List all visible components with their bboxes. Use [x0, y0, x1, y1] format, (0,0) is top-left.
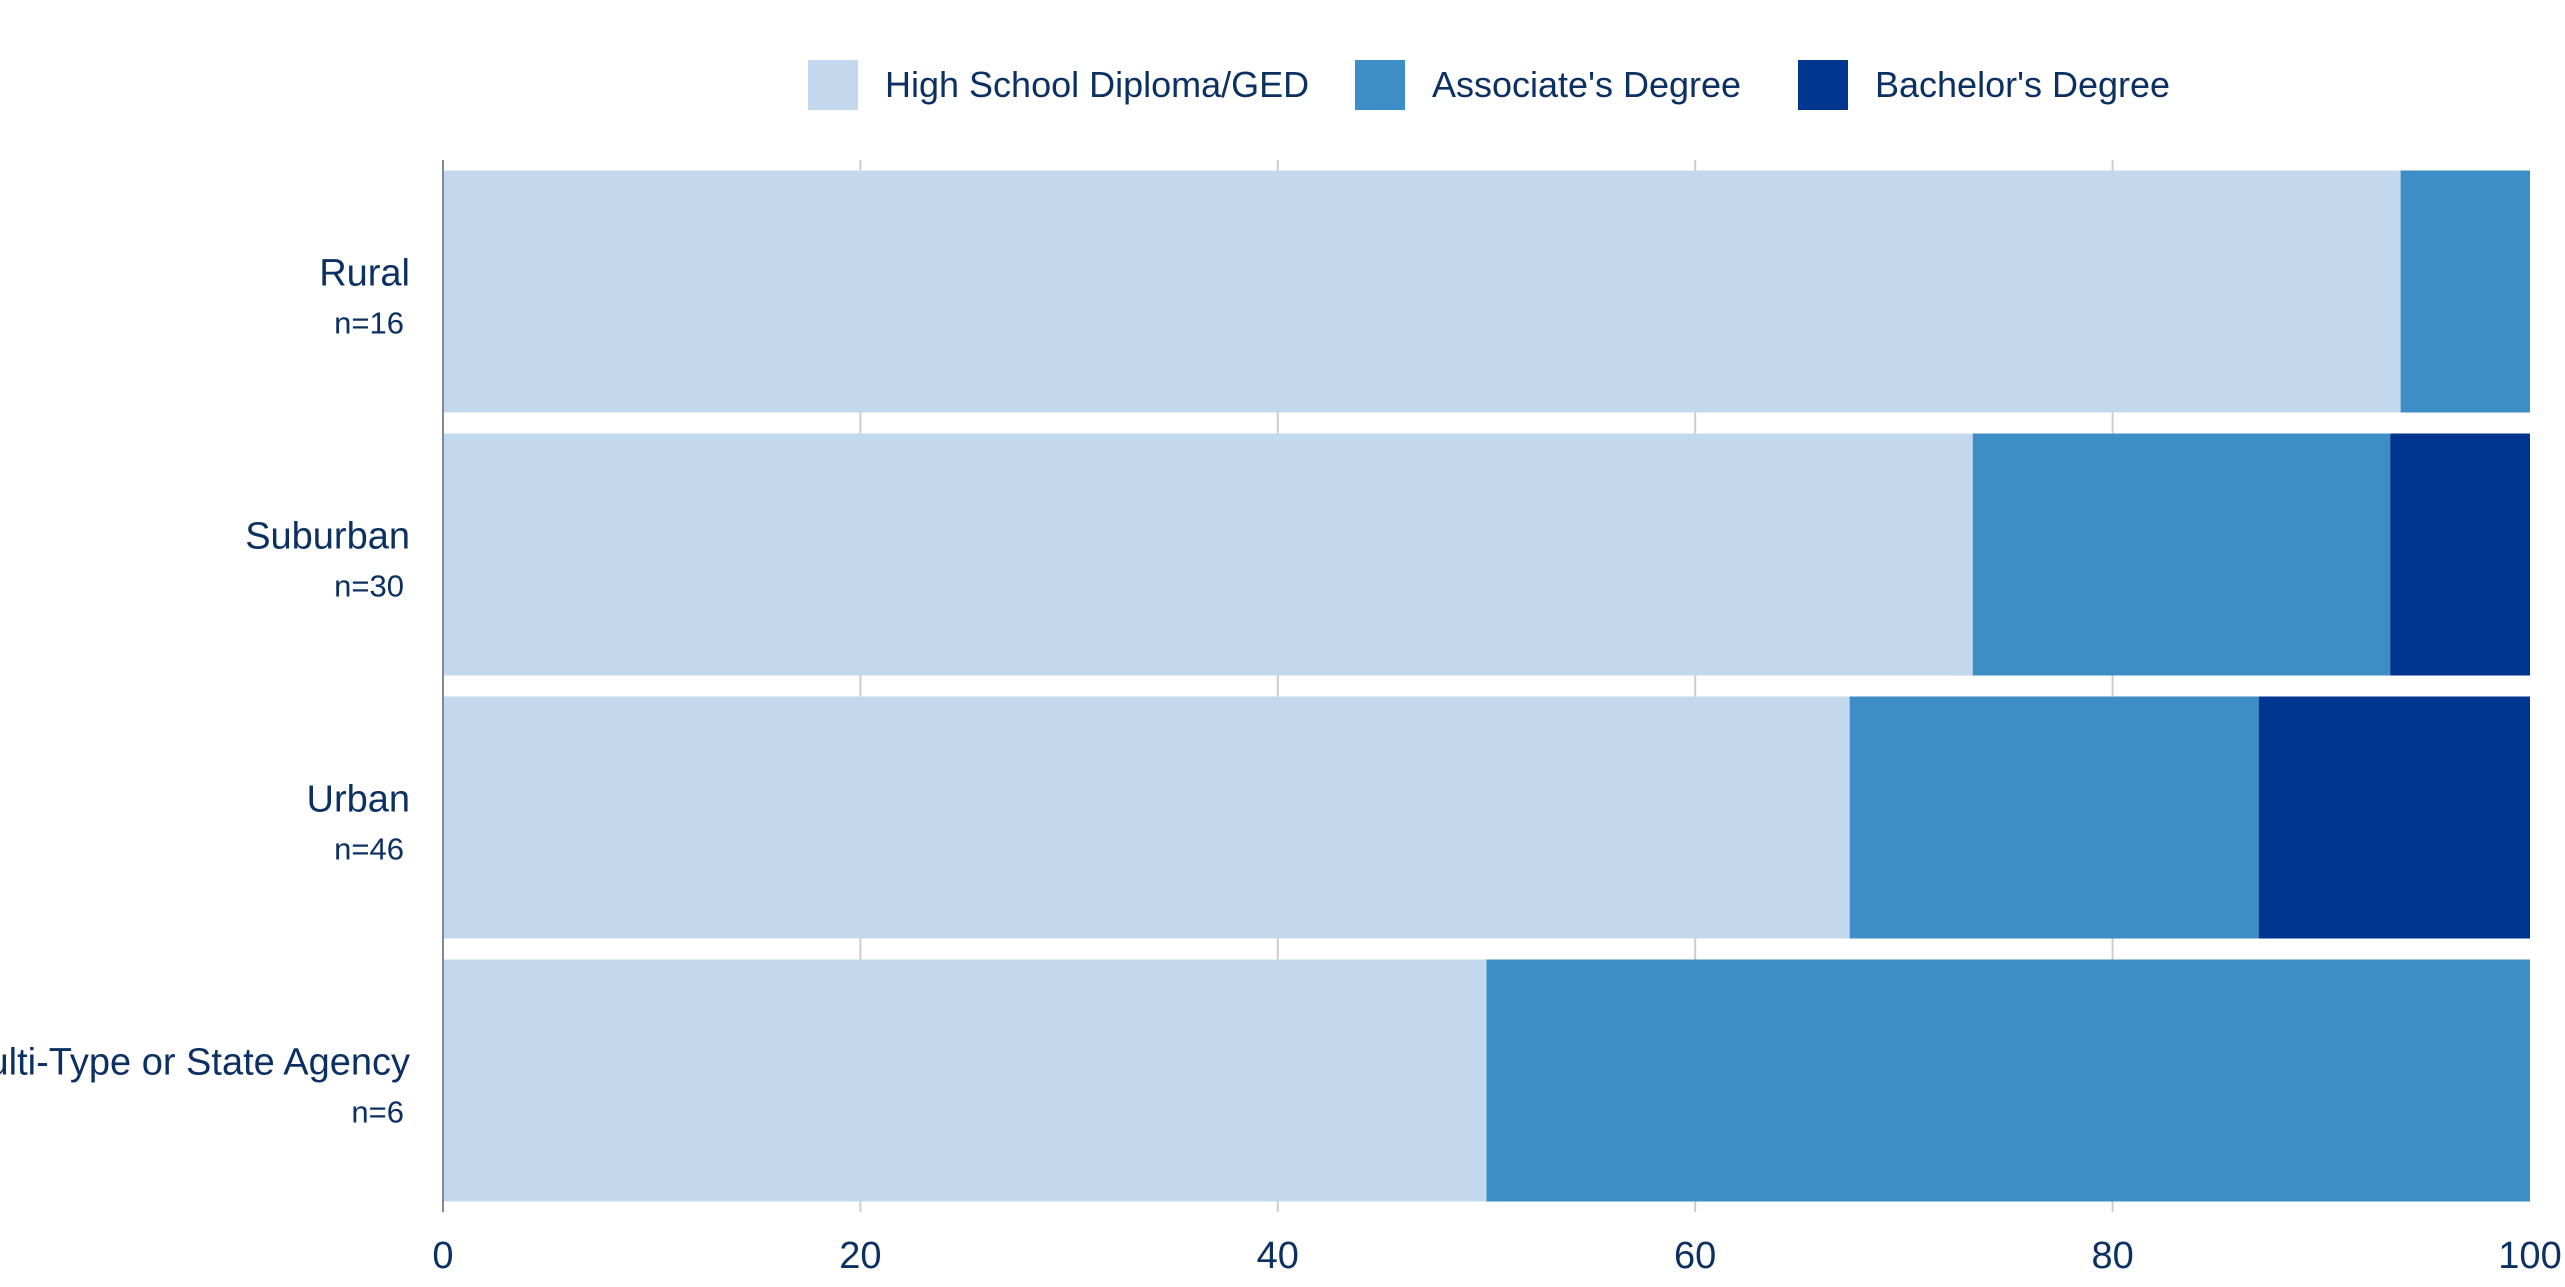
x-tick-label-40: 40: [1257, 1235, 1299, 1277]
legend-swatch-associate-s-degree: [1355, 60, 1405, 110]
legend-label-bachelor-s-degree: Bachelor's Degree: [1875, 64, 2170, 105]
bar-suburban-high-school-diploma-ged: [443, 433, 1973, 676]
bar-urban-associate-s-degree: [1849, 696, 2259, 939]
bar-suburban-associate-s-degree: [1972, 433, 2391, 676]
category-label-urban: Urban: [307, 779, 411, 821]
x-tick-label-80: 80: [2091, 1235, 2133, 1277]
x-tick-label-100: 100: [2498, 1235, 2561, 1277]
category-labels: Rural n=16 Suburban n=30 Urban n=46 Multi-Type…: [0, 253, 410, 1130]
legend-swatch-high-school-diploma-ged: [808, 60, 858, 110]
bar-multi-type-or-state-agency-associate-s-degree: [1486, 959, 2530, 1202]
category-label-suburban: Suburban: [245, 516, 410, 558]
legend-swatch-bachelor-s-degree: [1798, 60, 1848, 110]
category-label-rural: Rural: [319, 253, 410, 295]
axes: 0 20 40 60 80 100: [432, 160, 2562, 1277]
bar-urban-bachelor-s-degree: [2258, 696, 2530, 939]
bar-multi-type-or-state-agency-high-school-diploma-ged: [443, 959, 1487, 1202]
bar-urban-high-school-diploma-ged: [443, 696, 1850, 939]
category-n-suburban: n=30: [334, 569, 404, 604]
bar-rural-associate-s-degree: [2400, 170, 2530, 413]
category-n-rural: n=16: [334, 306, 404, 341]
category-label-multi-type-or-state-agency: Multi-Type or State Agency: [0, 1042, 410, 1084]
category-n-urban: n=46: [334, 832, 404, 867]
bars: [443, 170, 2530, 1202]
legend: High School Diploma/GED Associate's Degre…: [808, 60, 2170, 110]
category-n-multi-type-or-state-agency: n=6: [351, 1095, 404, 1130]
legend-label-associate-s-degree: Associate's Degree: [1432, 64, 1741, 105]
legend-label-high-school-diploma-ged: High School Diploma/GED: [885, 64, 1309, 105]
x-tick-label-60: 60: [1674, 1235, 1716, 1277]
x-tick-label-20: 20: [839, 1235, 881, 1277]
bar-suburban-bachelor-s-degree: [2390, 433, 2530, 676]
x-tick-label-0: 0: [432, 1235, 453, 1277]
bar-rural-high-school-diploma-ged: [443, 170, 2401, 413]
